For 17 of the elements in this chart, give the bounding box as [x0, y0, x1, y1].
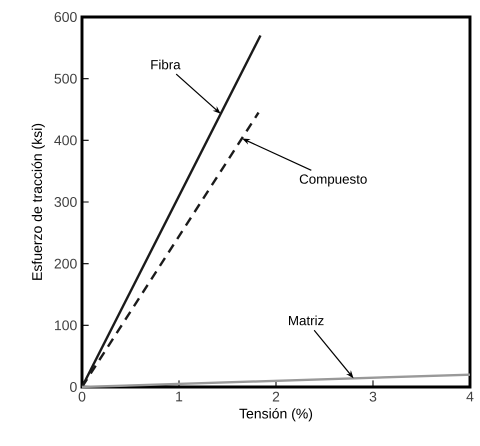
y-tick-label: 500	[54, 74, 77, 84]
x-tick-label: 4	[466, 392, 474, 402]
y-tick-label: 100	[55, 320, 77, 330]
y-tick-label: 200	[54, 258, 77, 269]
x-tick-label: 2	[272, 392, 280, 402]
y-tick-label: 600	[54, 12, 77, 22]
x-tick-label: 1	[176, 392, 182, 402]
y-tick-label: 0	[70, 382, 77, 392]
annotation: Compuesto	[300, 174, 367, 186]
y-tick-label: 400	[54, 135, 77, 146]
y-axis-title: Esfuerzo de tracción (ksi)	[32, 124, 45, 280]
x-axis-title: Tensión (%)	[239, 408, 312, 422]
annotation: Fibra	[151, 60, 181, 70]
x-tick-label: 3	[370, 392, 376, 402]
y-tick-label: 300	[54, 197, 77, 207]
annotation: Matriz	[289, 315, 324, 326]
x-tick-label: 0	[78, 392, 86, 402]
